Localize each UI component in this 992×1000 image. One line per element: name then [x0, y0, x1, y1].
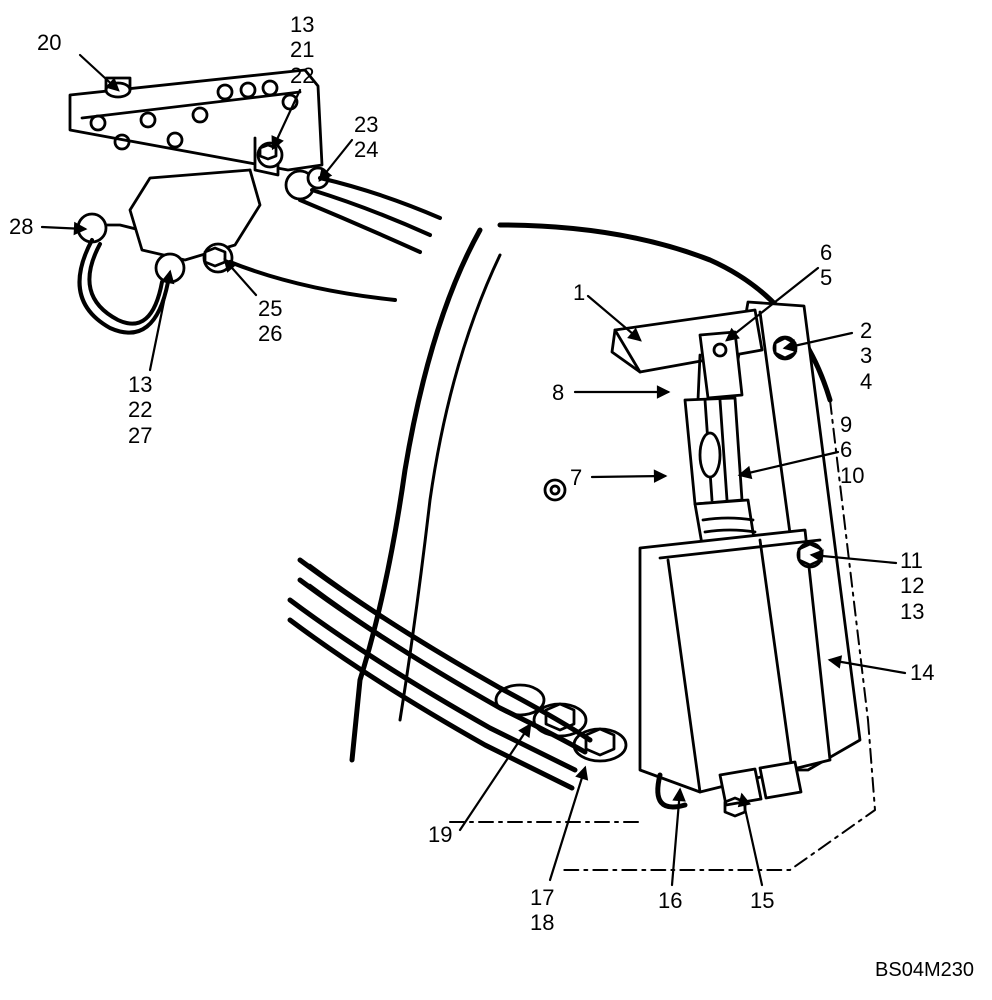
- callout-label: 11 12 13: [900, 548, 924, 624]
- callout-label: 28: [9, 214, 33, 239]
- callout-label: 13 22 27: [128, 372, 152, 448]
- document-id: BS04M230: [875, 959, 974, 982]
- callout-label: 20: [37, 30, 61, 55]
- callout-label: 7: [570, 465, 582, 490]
- callout-label: 19: [428, 822, 452, 847]
- callout-label: 2 3 4: [860, 318, 872, 394]
- callout-label: 15: [750, 888, 774, 913]
- diagram-canvas: [0, 0, 992, 1000]
- callout-label: 25 26: [258, 296, 282, 347]
- callout-label: 13 21 22: [290, 12, 314, 88]
- callout-label: 23 24: [354, 112, 378, 163]
- callout-label: 9 6 10: [840, 412, 864, 488]
- callout-label: 14: [910, 660, 934, 685]
- callout-label: 17 18: [530, 885, 554, 936]
- callout-label: 8: [552, 380, 564, 405]
- callout-label: 1: [573, 280, 585, 305]
- callout-label: 16: [658, 888, 682, 913]
- callout-label: 6 5: [820, 240, 832, 291]
